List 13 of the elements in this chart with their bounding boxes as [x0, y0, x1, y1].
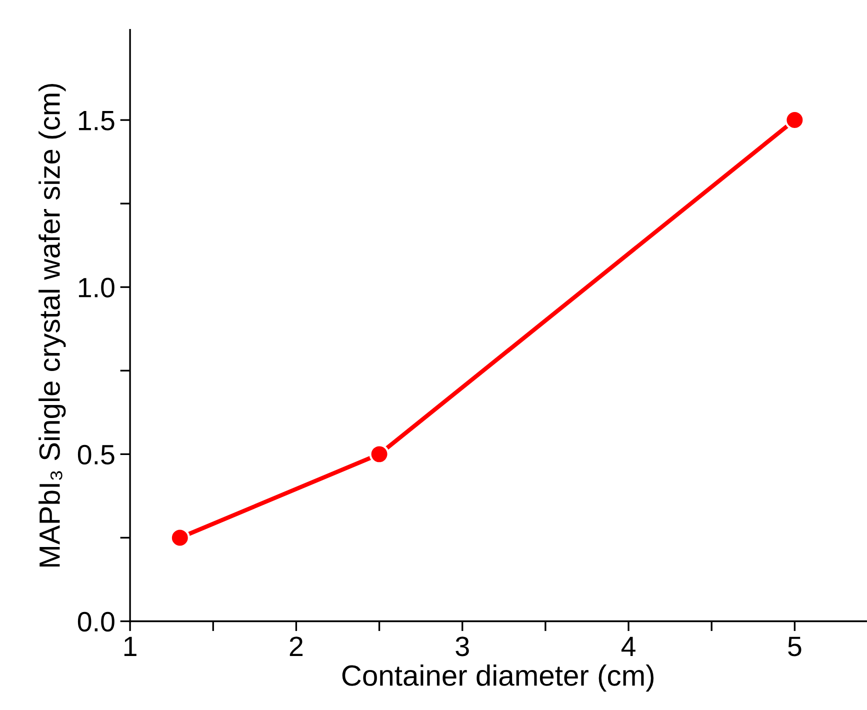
- x-tick-label: 4: [621, 636, 636, 656]
- y-tick-label: 0.5: [78, 444, 114, 465]
- point: [170, 528, 190, 548]
- x-axis-title: Container diameter (cm): [342, 664, 654, 692]
- x-tick-label: 2: [290, 636, 303, 656]
- point: [369, 444, 390, 464]
- y-tick-label: 0.0: [78, 612, 114, 632]
- y-axis-title: MAPbI₃ Single crystal wafer size (cm): [38, 84, 66, 567]
- x-tick-label: 5: [788, 636, 802, 656]
- y-tick-label: 1.5: [78, 110, 114, 130]
- x-tick-label: 3: [456, 636, 469, 656]
- x-tick-label: 1: [124, 636, 136, 656]
- y-tick-label: 1.0: [78, 278, 114, 298]
